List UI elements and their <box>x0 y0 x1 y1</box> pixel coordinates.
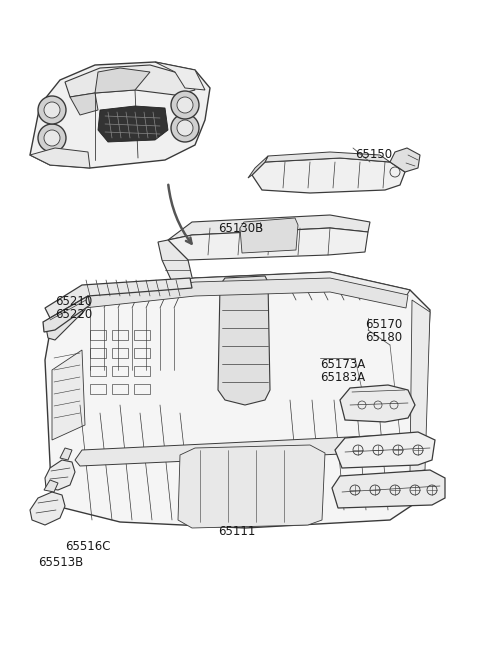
Polygon shape <box>335 432 435 468</box>
Polygon shape <box>45 272 430 528</box>
Polygon shape <box>340 385 415 422</box>
Text: 65130B: 65130B <box>218 222 263 235</box>
Circle shape <box>177 97 193 113</box>
Polygon shape <box>248 156 268 178</box>
Text: 65180: 65180 <box>365 331 402 344</box>
Text: 65516C: 65516C <box>65 540 110 553</box>
Text: 65210: 65210 <box>55 295 92 308</box>
Circle shape <box>38 124 66 152</box>
Polygon shape <box>52 350 85 440</box>
Polygon shape <box>82 272 410 300</box>
Polygon shape <box>158 240 195 295</box>
Text: 65170: 65170 <box>365 318 402 331</box>
Polygon shape <box>30 62 210 168</box>
Polygon shape <box>252 158 405 193</box>
Circle shape <box>44 102 60 118</box>
Circle shape <box>38 96 66 124</box>
Polygon shape <box>75 435 415 466</box>
Polygon shape <box>70 93 98 115</box>
Circle shape <box>171 114 199 142</box>
Polygon shape <box>218 276 270 405</box>
Polygon shape <box>178 445 325 528</box>
Text: 65513B: 65513B <box>38 556 83 569</box>
Polygon shape <box>30 492 65 525</box>
Polygon shape <box>45 278 192 318</box>
Polygon shape <box>60 448 72 460</box>
Polygon shape <box>155 62 205 90</box>
Polygon shape <box>168 215 370 240</box>
Polygon shape <box>410 300 430 472</box>
Polygon shape <box>332 470 445 508</box>
Polygon shape <box>43 296 90 332</box>
Polygon shape <box>45 292 86 340</box>
Circle shape <box>177 120 193 136</box>
Text: 65173A: 65173A <box>320 358 365 371</box>
Polygon shape <box>95 68 150 93</box>
Polygon shape <box>390 148 420 172</box>
Text: 65220: 65220 <box>55 308 92 321</box>
Polygon shape <box>82 278 408 308</box>
Polygon shape <box>168 228 368 260</box>
Polygon shape <box>45 460 75 490</box>
Polygon shape <box>30 148 90 168</box>
Polygon shape <box>240 218 298 253</box>
Text: 65183A: 65183A <box>320 371 365 384</box>
Circle shape <box>44 130 60 146</box>
Text: 65150: 65150 <box>355 148 392 161</box>
Circle shape <box>171 91 199 119</box>
Text: 65111: 65111 <box>218 525 255 538</box>
Polygon shape <box>265 152 390 162</box>
Polygon shape <box>44 480 58 492</box>
Polygon shape <box>98 106 168 142</box>
Polygon shape <box>65 65 195 97</box>
